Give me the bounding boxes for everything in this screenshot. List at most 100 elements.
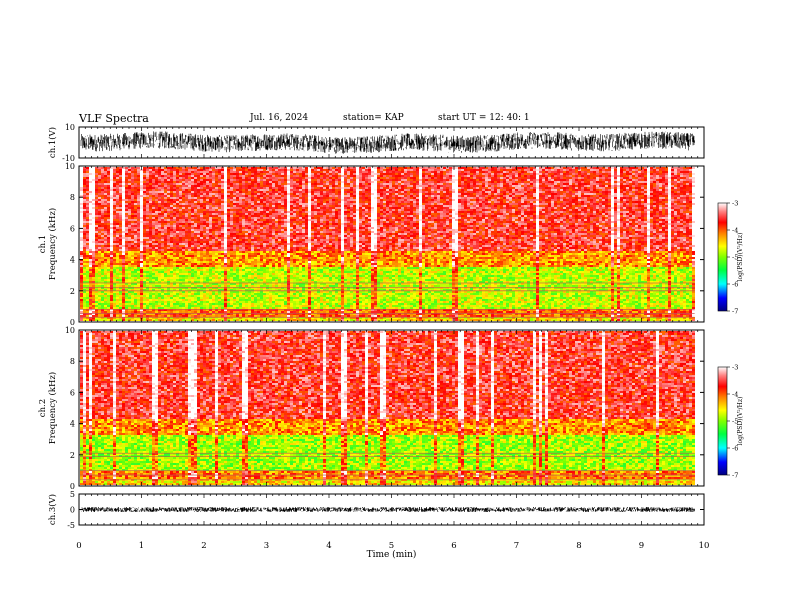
spectrogram-cell xyxy=(80,185,83,187)
spectrogram-cell xyxy=(101,255,104,257)
spectrogram-cell xyxy=(128,301,131,303)
spectrogram-cell xyxy=(86,301,89,303)
spectrogram-cell xyxy=(131,273,134,275)
spectrogram-cell xyxy=(101,189,104,191)
spectrogram-cell xyxy=(101,205,104,207)
spectrogram-cell xyxy=(110,191,113,193)
spectrogram-cell xyxy=(83,219,86,221)
spectrogram-cell xyxy=(137,211,140,213)
spectrogram-cell xyxy=(80,213,83,215)
spectrogram-cell xyxy=(125,267,128,269)
spectrogram-cell xyxy=(116,207,119,209)
spectrogram-cell xyxy=(80,169,83,171)
spectrogram-cell xyxy=(110,255,113,257)
spectrogram-cell xyxy=(137,179,140,181)
spectrogram-cell xyxy=(98,277,101,279)
spectrogram-cell xyxy=(86,319,89,321)
spectrogram-cell xyxy=(110,239,113,241)
spectrogram-cell xyxy=(113,275,116,277)
spectrogram-cell xyxy=(92,237,95,239)
spectrogram-cell xyxy=(116,259,119,261)
spectrogram-cell xyxy=(83,193,86,195)
spectrogram-cell xyxy=(80,301,83,303)
spectrogram-cell xyxy=(113,273,116,275)
spectrogram-cell xyxy=(80,235,83,237)
spectrogram-cell xyxy=(131,227,134,229)
spectrogram-cell xyxy=(83,175,86,177)
spectrogram-cell xyxy=(89,251,92,253)
spectrogram-cell xyxy=(134,175,137,177)
spectrogram-cell xyxy=(95,197,98,199)
spectrogram-cell xyxy=(98,279,101,281)
spectrogram-cell xyxy=(110,299,113,301)
spectrogram-cell xyxy=(107,191,110,193)
spectrogram-cell xyxy=(113,243,116,245)
spectrogram-cell xyxy=(104,167,107,169)
spectrogram-cell xyxy=(104,179,107,181)
spectrogram-cell xyxy=(98,253,101,255)
spectrogram-cell xyxy=(104,273,107,275)
spectrogram-cell xyxy=(119,303,122,305)
spectrogram-cell xyxy=(122,233,125,235)
spectrogram-cell xyxy=(119,217,122,219)
spectrogram-cell xyxy=(104,231,107,233)
spectrogram-cell xyxy=(92,303,95,305)
spectrogram-cell xyxy=(95,265,98,267)
spectrogram-cell xyxy=(125,169,128,171)
spectrogram-cell xyxy=(131,255,134,257)
spectrogram-cell xyxy=(110,171,113,173)
spectrogram-cell xyxy=(98,255,101,257)
spectrogram-cell xyxy=(122,235,125,237)
spectrogram-cell xyxy=(116,257,119,259)
spectrogram-cell xyxy=(110,293,113,295)
spectrogram-cell xyxy=(89,229,92,231)
spectrogram-cell xyxy=(113,247,116,249)
spectrogram-cell xyxy=(92,181,95,183)
spectrogram-cell xyxy=(119,235,122,237)
spectrogram-cell xyxy=(128,295,131,297)
spectrogram-cell xyxy=(131,191,134,193)
spectrogram-cell xyxy=(119,253,122,255)
spectrogram-cell xyxy=(113,205,116,207)
spectrogram-cell xyxy=(119,179,122,181)
spectrogram-cell xyxy=(83,181,86,183)
spectrogram-cell xyxy=(131,269,134,271)
spectrogram-cell xyxy=(89,243,92,245)
spectrogram-cell xyxy=(131,173,134,175)
spectrogram-cell xyxy=(107,305,110,307)
spectrogram-cell xyxy=(95,255,98,257)
spectrogram-cell xyxy=(122,205,125,207)
spectrogram-cell xyxy=(101,297,104,299)
spectrogram-cell xyxy=(113,319,116,321)
spectrogram-cell xyxy=(92,185,95,187)
spectrogram-cell xyxy=(134,237,137,239)
spectrogram-cell xyxy=(98,221,101,223)
spectrogram-cell xyxy=(134,297,137,299)
spectrogram-cell xyxy=(128,189,131,191)
spectrogram-cell xyxy=(101,295,104,297)
spectrogram-cell xyxy=(86,279,89,281)
spectrogram-cell xyxy=(101,275,104,277)
spectrogram-cell xyxy=(116,307,119,309)
spectrogram-cell xyxy=(119,171,122,173)
spectrogram-cell xyxy=(80,173,83,175)
spectrogram-cell xyxy=(131,231,134,233)
spectrogram-cell xyxy=(92,177,95,179)
spectrogram-cell xyxy=(80,183,83,185)
spectrogram-cell xyxy=(131,241,134,243)
spectrogram-cell xyxy=(134,307,137,309)
spectrogram-cell xyxy=(83,237,86,239)
spectrogram-cell xyxy=(83,235,86,237)
spectrogram-cell xyxy=(131,219,134,221)
spectrogram-cell xyxy=(89,189,92,191)
spectrogram-cell xyxy=(128,231,131,233)
spectrogram-cell xyxy=(119,221,122,223)
spectrogram-cell xyxy=(86,249,89,251)
spectrogram-cell xyxy=(137,209,140,211)
spectrogram-cell xyxy=(95,205,98,207)
spectrogram-cell xyxy=(134,265,137,267)
spectrogram-cell xyxy=(80,305,83,307)
spectrogram-cell xyxy=(113,255,116,257)
spectrogram-cell xyxy=(80,311,83,313)
spectrogram-cell xyxy=(113,285,116,287)
